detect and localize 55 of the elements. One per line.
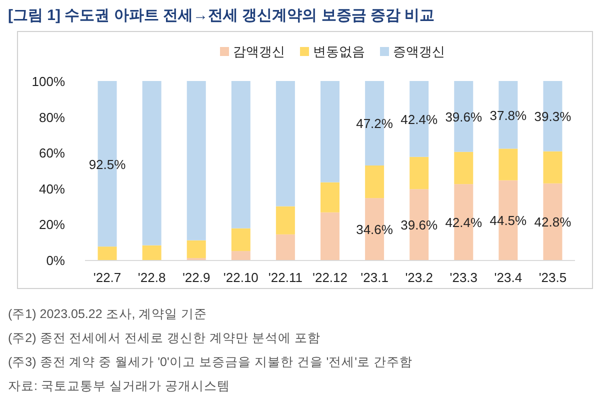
x-tick-label: '22.9 [182,270,210,285]
data-label: 42.4% [445,215,482,230]
text: (주1) 2023.05.22 조사, 계약일 기준 [8,307,208,321]
y-tick-label: 100% [32,74,66,89]
legend-label: 감액갱신 [233,44,285,59]
bar [142,245,162,260]
bar [276,234,295,260]
text: (주2) 종전 전세에서 전세로 갱신한 계약만 분석에 포함 [8,331,321,345]
bar [231,81,250,228]
bar [454,152,474,184]
data-label: 47.2% [356,116,394,132]
data-label: 44.5% [490,213,528,228]
data-label: 34.6% [356,222,394,238]
x-tick-label: '23.1 [360,270,388,285]
legend-label: 변동없음 [313,44,365,59]
bar [231,251,250,260]
bar [231,228,250,252]
bar [276,206,295,234]
x-tick-label: '22.12 [312,270,348,285]
text: (주3) 종전 계약 중 월세가 '0'이고 보증금을 지불한 건을 '전세'로 간주함 [8,355,413,369]
y-tick-label: 0% [46,253,66,268]
data-label: 39.6% [400,218,438,233]
legend-label: 증액갱신 [393,44,445,59]
bar [365,165,384,198]
y-tick-label: 80% [38,110,66,125]
x-tick-label: '22.8 [138,270,166,285]
data-label: 92.5% [88,156,126,172]
x-tick-label: '23.4 [494,270,522,285]
bar [410,156,429,190]
data-label: 37.8% [490,108,528,123]
x-tick-label: '22.7 [93,270,122,285]
bar [98,246,117,260]
text: 자료: 국토교통부 실거래가 공개시스템 [8,379,230,393]
x-tick-label: '23.3 [450,270,478,285]
bar [142,81,162,246]
x-tick-label: '22.10 [223,270,258,285]
y-tick-label: 60% [38,146,66,161]
bar [186,81,206,240]
bar [276,81,295,206]
chart-title: [그림 1] 수도권 아파트 전세→전세 갱신계약의 보증금 증감 비교 [8,7,435,24]
bar [543,151,562,184]
y-tick-label: 20% [38,217,66,232]
data-label: 42.4% [400,112,438,127]
data-label: 39.6% [445,109,482,124]
x-tick-label: '23.2 [405,270,433,285]
bar [320,182,340,212]
bar [320,81,340,182]
y-tick-label: 40% [38,181,66,196]
bar [320,212,340,260]
data-label: 42.8% [534,214,572,230]
x-tick-label: '23.5 [538,270,567,285]
x-tick-label: '22.11 [268,270,302,285]
bar [498,148,518,180]
data-label: 39.3% [534,109,572,124]
bar [186,240,206,258]
